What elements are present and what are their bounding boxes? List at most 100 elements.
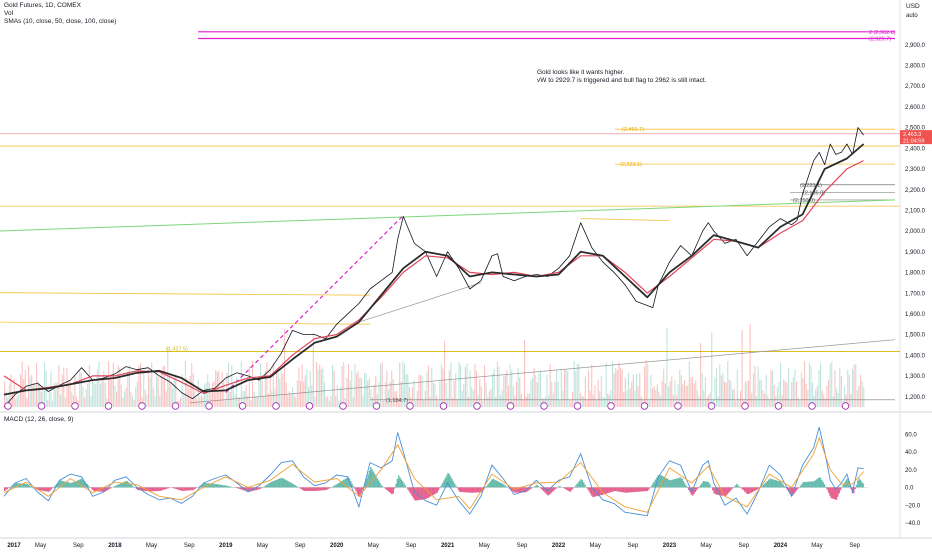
macd-histogram-bar <box>551 487 552 492</box>
volume-bar <box>220 390 221 407</box>
volume-bar <box>255 396 256 407</box>
volume-bar <box>834 370 835 407</box>
macd-histogram-bar <box>285 480 286 488</box>
price-tick-label: 2,000.0 <box>905 229 926 235</box>
macd-histogram-bar <box>578 482 579 487</box>
macd-histogram-bar <box>306 487 307 491</box>
volume-bar <box>303 382 304 407</box>
macd-histogram-bar <box>160 487 161 490</box>
chart-annotation[interactable]: Gold looks like it wants higher. vW to 2… <box>537 69 706 85</box>
macd-histogram-bar <box>273 481 274 487</box>
volume-bar <box>156 371 157 407</box>
volume-bar <box>463 384 464 407</box>
macd-histogram-bar <box>534 487 535 488</box>
volume-bar <box>636 374 637 407</box>
volume-bar <box>353 397 354 407</box>
macd-histogram-bar <box>293 484 294 487</box>
volume-bar <box>330 396 331 407</box>
volume-bar <box>574 362 575 407</box>
currency-label[interactable]: USD <box>906 3 920 10</box>
macd-histogram-bar <box>45 487 46 491</box>
volume-bar <box>348 364 349 407</box>
macd-histogram-bar <box>564 487 565 488</box>
macd-histogram-bar <box>381 485 382 488</box>
macd-histogram-bar <box>587 487 588 489</box>
macd-histogram-bar <box>409 487 410 491</box>
volume-bar <box>354 364 355 407</box>
macd-histogram-bar <box>176 487 177 489</box>
volume-bar <box>719 364 720 407</box>
volume-bar <box>31 375 32 407</box>
volume-bar <box>130 392 131 407</box>
volume-bar <box>166 391 167 407</box>
macd-histogram-bar <box>455 486 456 488</box>
macd-histogram-bar <box>729 487 730 491</box>
macd-histogram-bar <box>815 481 816 488</box>
macd-histogram-bar <box>571 487 572 490</box>
event-marker <box>139 403 146 410</box>
macd-histogram-bar <box>753 487 754 491</box>
volume-bar <box>82 387 83 407</box>
macd-histogram-bar <box>620 487 621 492</box>
macd-histogram-bar <box>164 487 165 489</box>
volume-bar <box>318 370 319 407</box>
volume-legend[interactable]: Vol <box>4 10 13 18</box>
macd-histogram-bar <box>796 487 797 490</box>
event-marker <box>809 403 816 410</box>
macd-histogram-bar <box>636 487 637 491</box>
macd-histogram-bar <box>385 487 386 488</box>
macd-legend[interactable]: MACD (12, 26, close, 9) <box>4 416 73 423</box>
sma-legend[interactable]: SMAs (10, close, 50, close, 100, close) <box>4 18 116 26</box>
macd-histogram-bar <box>611 487 612 492</box>
volume-bar <box>495 397 496 407</box>
macd-histogram-bar <box>572 487 573 488</box>
macd-histogram-bar <box>591 487 592 495</box>
macd-histogram-bar <box>566 487 567 489</box>
event-marker <box>373 403 380 410</box>
volume-bar <box>114 385 115 407</box>
volume-bar <box>188 389 189 407</box>
volume-bar <box>86 389 87 407</box>
macd-tick-label: 60.0 <box>905 432 917 438</box>
volume-bar <box>519 377 520 407</box>
volume-bar <box>823 394 824 407</box>
volume-bar <box>305 376 306 407</box>
macd-histogram-bar <box>704 481 705 487</box>
volume-bar <box>36 363 37 407</box>
time-tick-label: 2017 <box>7 543 21 549</box>
macd-histogram-bar <box>67 482 68 487</box>
volume-bar <box>822 391 823 407</box>
volume-bar <box>583 397 584 407</box>
volume-bar <box>767 395 768 407</box>
macd-histogram-bar <box>214 484 215 488</box>
volume-bar <box>532 377 533 407</box>
event-marker <box>675 403 682 410</box>
macd-histogram-bar <box>803 482 804 487</box>
volume-bar <box>471 387 472 407</box>
macd-histogram-bar <box>584 485 585 488</box>
macd-histogram-bar <box>357 487 358 493</box>
macd-histogram-bar <box>506 486 507 487</box>
event-marker <box>72 403 79 410</box>
macd-histogram-bar <box>757 487 758 489</box>
volume-bar <box>81 372 82 407</box>
volume-bar <box>505 375 506 407</box>
macd-histogram-bar <box>313 487 314 491</box>
macd-histogram-bar <box>624 487 625 492</box>
macd-histogram-bar <box>676 478 677 487</box>
time-tick-label: Sep <box>517 543 528 549</box>
macd-histogram-bar <box>596 487 597 496</box>
volume-bar <box>310 371 311 407</box>
level-label-2223: (2,223.1) <box>800 183 822 189</box>
event-marker <box>842 403 849 410</box>
volume-bar <box>655 390 656 407</box>
macd-histogram-bar <box>728 487 729 492</box>
macd-histogram-bar <box>697 487 698 488</box>
auto-scale-button[interactable]: auto <box>906 13 918 19</box>
volume-bar <box>494 369 495 407</box>
macd-histogram-bar <box>665 478 666 487</box>
macd-histogram-bar <box>443 481 444 488</box>
volume-bar <box>190 376 191 407</box>
macd-histogram-bar <box>725 487 726 495</box>
